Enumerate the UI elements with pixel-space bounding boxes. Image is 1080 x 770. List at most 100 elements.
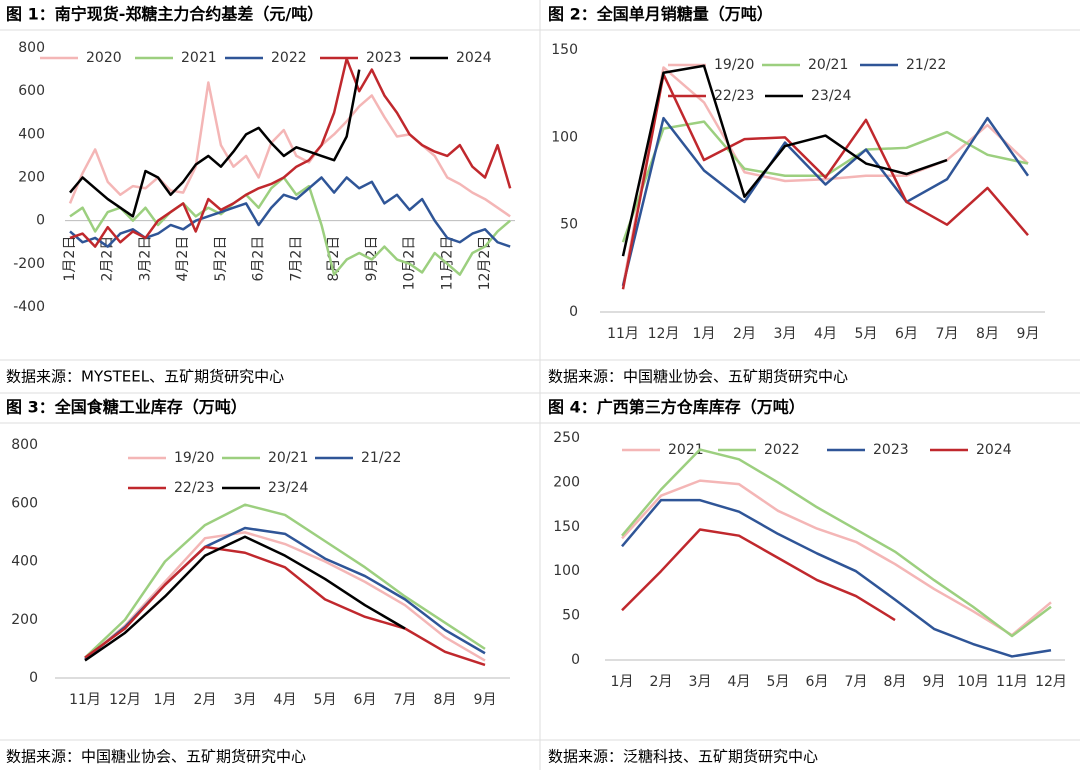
legend-label: 21/22	[906, 57, 946, 73]
x-tick-label: 8月	[884, 674, 907, 690]
chart-title: 图 3：全国食糖工业库存（万吨）	[6, 398, 247, 417]
y-tick-label: 200	[553, 474, 580, 490]
y-tick-label: 0	[36, 213, 45, 229]
x-tick-label: 7月	[936, 326, 959, 342]
series-line	[621, 116, 1030, 287]
legend-label: 22/23	[174, 480, 214, 496]
x-tick-label: 6月	[806, 674, 829, 690]
legend-label: 2024	[456, 50, 492, 66]
series-line	[84, 535, 406, 662]
y-tick-label: 200	[11, 612, 38, 628]
x-tick-label: 6月	[895, 326, 918, 342]
x-tick-label: 5月2日	[213, 236, 229, 282]
x-tick-label: 8月	[434, 692, 457, 708]
legend-label: 20/21	[808, 57, 848, 73]
y-tick-label: -400	[13, 299, 45, 315]
y-tick-label: 600	[11, 495, 38, 511]
x-tick-label: 1月	[611, 674, 634, 690]
series-line	[69, 57, 512, 248]
x-tick-label: 5月	[314, 692, 337, 708]
x-tick-label: 9月	[923, 674, 946, 690]
legend-label: 2022	[764, 442, 800, 458]
x-tick-label: 4月	[814, 326, 837, 342]
x-tick-label: 7月	[394, 692, 417, 708]
chart-title: 图 2：全国单月销糖量（万吨）	[548, 5, 773, 24]
y-tick-label: 800	[18, 40, 45, 56]
x-tick-label: 7月2日	[288, 236, 304, 282]
source-note: 数据来源：中国糖业协会、五矿期货研究中心	[6, 748, 306, 766]
x-tick-label: 9月	[1017, 326, 1040, 342]
series-line	[621, 120, 1029, 243]
y-tick-label: 50	[562, 608, 580, 624]
y-tick-label: 0	[571, 652, 580, 668]
y-tick-label: 250	[553, 430, 580, 446]
x-tick-label: 12月2日	[477, 236, 493, 291]
y-tick-label: 400	[11, 554, 38, 570]
legend-label: 2024	[976, 442, 1012, 458]
series-line	[69, 69, 361, 218]
x-tick-label: 2月	[650, 674, 673, 690]
x-tick-label: 4月	[728, 674, 751, 690]
legend-label: 21/22	[361, 450, 401, 466]
x-tick-label: 2月2日	[100, 236, 116, 282]
y-tick-label: 100	[553, 563, 580, 579]
x-tick-label: 1月2日	[62, 236, 78, 282]
x-tick-label: 4月2日	[175, 236, 191, 282]
legend-label: 2022	[271, 50, 307, 66]
x-tick-label: 3月	[689, 674, 712, 690]
x-tick-label: 3月2日	[137, 236, 153, 282]
x-tick-label: 1月	[693, 326, 716, 342]
chart-title: 图 1：南宁现货-郑糖主力合约基差（元/吨）	[6, 5, 323, 24]
y-tick-label: 150	[553, 519, 580, 535]
x-tick-label: 9月	[474, 692, 497, 708]
x-tick-label: 6月	[354, 692, 377, 708]
chart-title: 图 4：广西第三方仓库库存（万吨）	[548, 398, 805, 417]
x-tick-label: 12月	[1035, 674, 1067, 690]
y-tick-label: 800	[11, 437, 38, 453]
series-line	[84, 545, 486, 667]
y-tick-label: 600	[18, 83, 45, 99]
legend-label: 2023	[366, 50, 402, 66]
x-tick-label: 11月	[69, 692, 101, 708]
y-tick-label: 200	[18, 170, 45, 186]
x-tick-label: 3月	[774, 326, 797, 342]
series-line	[621, 498, 1052, 658]
legend-label: 22/23	[714, 88, 754, 104]
x-tick-label: 6月2日	[251, 236, 267, 282]
series-line	[69, 176, 511, 276]
series-line	[84, 531, 486, 662]
series-line	[68, 81, 511, 218]
source-note: 数据来源：中国糖业协会、五矿期货研究中心	[548, 368, 848, 386]
series-line	[621, 448, 1052, 638]
legend-label: 2020	[86, 50, 122, 66]
x-tick-label: 3月	[234, 692, 257, 708]
source-note: 数据来源：MYSTEEL、五矿期货研究中心	[6, 368, 284, 386]
y-tick-label: 50	[560, 217, 578, 233]
x-tick-label: 11月	[996, 674, 1028, 690]
x-tick-label: 4月	[274, 692, 297, 708]
legend-label: 2023	[873, 442, 909, 458]
x-tick-label: 1月	[154, 692, 177, 708]
x-tick-label: 2月	[733, 326, 756, 342]
series-line	[84, 503, 486, 659]
y-tick-label: 0	[29, 670, 38, 686]
x-tick-label: 7月	[845, 674, 868, 690]
legend-label: 19/20	[174, 450, 214, 466]
legend-label: 20/21	[268, 450, 308, 466]
series-line	[621, 64, 948, 257]
legend-label: 19/20	[714, 57, 754, 73]
series-line	[621, 66, 1029, 287]
x-tick-label: 12月	[109, 692, 141, 708]
x-tick-label: 8月	[976, 326, 999, 342]
source-note: 数据来源：泛糖科技、五矿期货研究中心	[548, 748, 818, 766]
x-tick-label: 2月	[194, 692, 217, 708]
y-tick-label: 150	[551, 42, 578, 58]
x-tick-label: 10月	[957, 674, 989, 690]
x-tick-label: 12月	[648, 326, 680, 342]
legend-label: 23/24	[811, 88, 851, 104]
x-tick-label: 5月	[767, 674, 790, 690]
series-line	[621, 528, 896, 622]
legend-label: 23/24	[268, 480, 308, 496]
x-tick-label: 5月	[855, 326, 878, 342]
